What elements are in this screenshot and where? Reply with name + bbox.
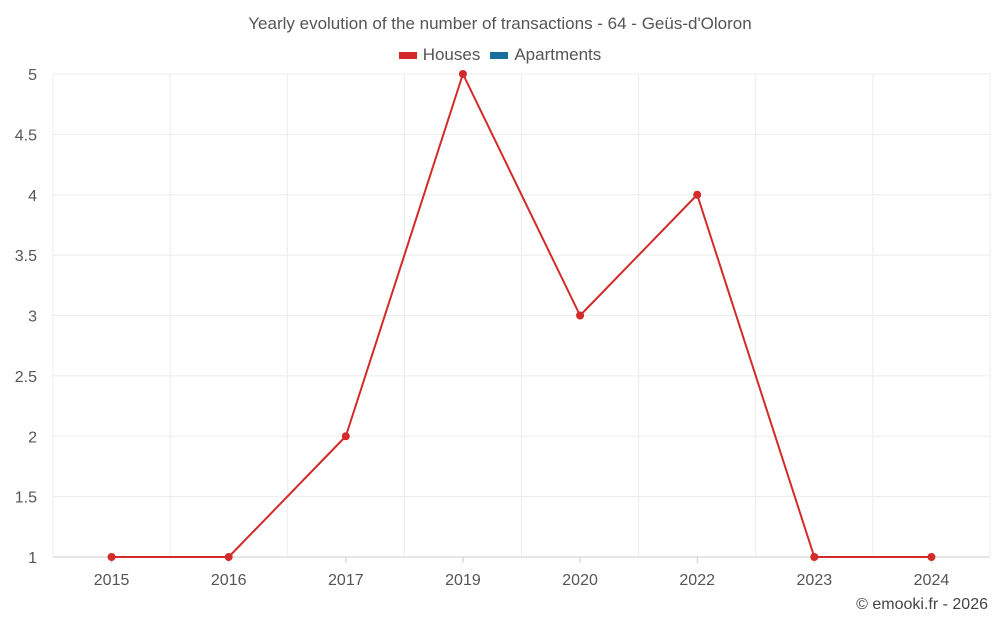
series-line-houses: [111, 73, 932, 558]
y-tick-label: 1: [28, 550, 37, 567]
data-point-houses: [341, 432, 350, 441]
data-point-houses: [576, 311, 585, 320]
data-point-houses: [224, 553, 233, 561]
data-point-houses: [107, 553, 116, 561]
data-point-houses: [810, 553, 819, 561]
chart-title: Yearly evolution of the number of transa…: [248, 14, 752, 33]
y-tick-label: 1.5: [15, 490, 37, 507]
y-tick-label: 4: [28, 188, 37, 205]
x-tick-label: 2023: [797, 572, 833, 589]
x-tick-label: 2017: [328, 572, 364, 589]
x-tick-label: 2022: [679, 572, 715, 589]
x-tick-label: 2024: [914, 572, 950, 589]
y-tick-label: 2.5: [15, 369, 37, 386]
y-tick-label: 2: [28, 429, 37, 446]
y-tick-label: 3: [28, 309, 37, 326]
data-point-houses: [693, 190, 702, 199]
credit-text: © emooki.fr - 2026: [856, 596, 988, 613]
legend-label-apartments: Apartments: [514, 45, 602, 64]
data-point-houses: [458, 70, 467, 78]
y-tick-label: 5: [28, 67, 37, 84]
y-tick-label: 4.5: [15, 127, 37, 144]
legend-item-houses[interactable]: Houses: [398, 45, 481, 65]
x-tick-label: 2019: [445, 572, 481, 589]
legend-swatch-apartments: [490, 51, 509, 59]
legend-label-houses: Houses: [422, 45, 481, 64]
x-tick-label: 2015: [94, 572, 130, 589]
x-tick-label: 2020: [562, 572, 598, 589]
legend: Houses Apartments: [0, 45, 1000, 65]
y-tick-label: 3.5: [15, 248, 37, 265]
x-tick-label: 2016: [211, 572, 247, 589]
data-point-houses: [927, 553, 936, 561]
legend-swatch-houses: [398, 51, 417, 59]
legend-item-apartments[interactable]: Apartments: [490, 45, 601, 65]
